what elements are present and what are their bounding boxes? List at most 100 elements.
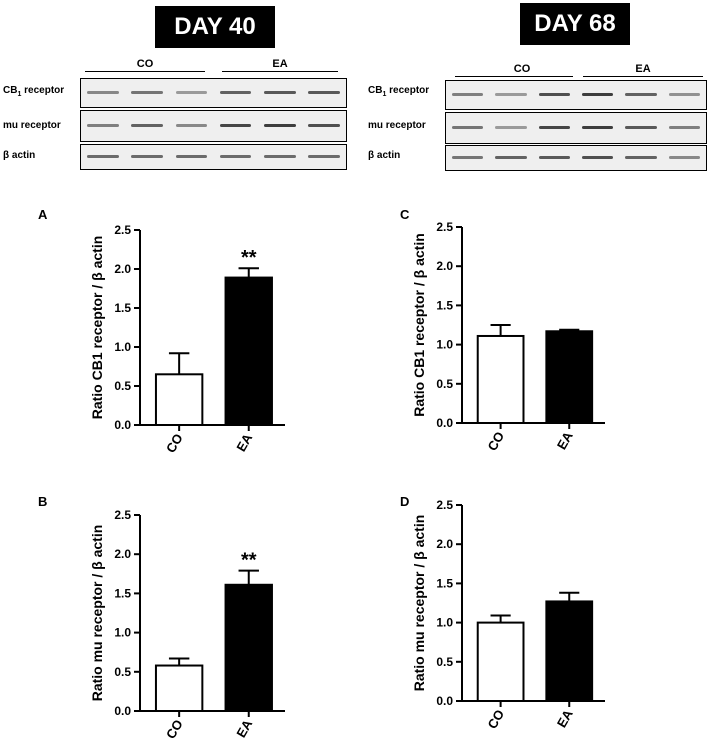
- blot-band: [87, 124, 119, 127]
- blot-band: [219, 124, 252, 127]
- blot-band: [495, 156, 527, 159]
- y-tick-label: 1.0: [114, 626, 131, 640]
- blot-band: [131, 155, 164, 158]
- blot-band: [87, 155, 119, 158]
- blot-row-label-mu: mu receptor: [368, 120, 426, 131]
- blot-band: [582, 126, 614, 129]
- blot-band: [452, 93, 484, 96]
- blot-group-label-co: CO: [136, 58, 154, 70]
- y-axis-label: Ratio mu receptor / β actin: [411, 515, 427, 692]
- blot-band: [625, 126, 657, 129]
- blot-band: [175, 124, 208, 127]
- bar: [545, 600, 594, 703]
- blot-band: [538, 93, 570, 96]
- y-tick-label: 1.0: [436, 616, 453, 630]
- blot-row-label-actin: β actin: [368, 150, 401, 161]
- blot-group-line-co: [85, 71, 205, 72]
- blot-band: [219, 91, 252, 94]
- blot-group-label-ea: EA: [635, 63, 651, 75]
- y-tick-label: 2.0: [114, 547, 131, 561]
- bar: [224, 276, 273, 426]
- blot-band: [219, 155, 252, 158]
- panel-letter-d: D: [400, 494, 410, 509]
- blot-band: [175, 91, 208, 94]
- bar: [154, 664, 204, 713]
- y-axis-label: Ratio mu receptor / β actin: [89, 525, 105, 702]
- blot-band: [668, 126, 700, 129]
- blot-group-line-ea: [583, 76, 703, 77]
- y-tick-label: 1.5: [114, 586, 131, 600]
- x-tick-label: CO: [484, 707, 507, 731]
- blot-lane-actin: [445, 145, 707, 171]
- blot-band: [263, 155, 296, 158]
- blot-band: [263, 124, 296, 127]
- blot-band: [452, 126, 484, 129]
- blot-lane-cb1: [445, 80, 707, 110]
- blot-band: [625, 93, 657, 96]
- blot-group-label-ea: EA: [272, 58, 288, 70]
- bar: [154, 373, 204, 426]
- blot-band: [131, 124, 164, 127]
- blot-band: [308, 91, 340, 94]
- y-tick-label: 2.0: [114, 262, 131, 276]
- blot-group-line-ea: [222, 71, 338, 72]
- y-tick-label: 0.0: [114, 704, 131, 718]
- y-tick-label: 1.0: [114, 340, 131, 354]
- chart-group: 0.0 0.5 1.0 1.5 2.0 2.5 Ratio mu receptor / β …: [89, 508, 285, 741]
- y-tick-label: 2.5: [436, 498, 453, 512]
- y-tick-label: 1.5: [436, 576, 453, 590]
- blot-band: [495, 126, 527, 129]
- day68-title: DAY 68: [520, 3, 630, 45]
- blot-lane-actin: [80, 144, 347, 170]
- blot-band: [87, 91, 119, 94]
- x-tick-label: EA: [554, 706, 576, 730]
- bar: [545, 330, 594, 424]
- blot-band: [582, 93, 614, 96]
- y-tick-label: 1.0: [436, 338, 453, 352]
- day40-title: DAY 40: [155, 6, 275, 48]
- blot-band: [625, 156, 657, 159]
- blot-band: [538, 156, 570, 159]
- y-tick-label: 0.0: [114, 418, 131, 432]
- blot-band: [308, 155, 340, 158]
- chart-group: 0.0 0.5 1.0 1.5 2.0 2.5 Ratio CB1 receptor / β…: [89, 223, 285, 455]
- blot-row-label-cb1: CB1 receptor: [3, 85, 65, 98]
- blot-band: [582, 156, 614, 159]
- panel-letter-c: C: [400, 207, 410, 222]
- chart-group: 0.0 0.5 1.0 1.5 2.0 2.5 Ratio mu receptor / β …: [411, 498, 605, 731]
- blot-band: [308, 124, 340, 127]
- y-tick-label: 0.0: [436, 694, 453, 708]
- blot-lane-mu: [445, 112, 707, 144]
- y-tick-label: 1.5: [436, 298, 453, 312]
- y-tick-label: 2.5: [436, 220, 453, 234]
- bar: [224, 583, 273, 712]
- blot-group-label-co: CO: [513, 63, 531, 75]
- blot-row-label-actin: β actin: [3, 150, 36, 161]
- blot-band: [495, 93, 527, 96]
- bar: [476, 621, 525, 702]
- y-tick-label: 0.5: [114, 379, 131, 393]
- significance-marker: **: [241, 550, 257, 572]
- blot-band: [538, 126, 570, 129]
- y-tick-label: 1.5: [114, 301, 131, 315]
- blot-band: [175, 155, 208, 158]
- blot-row-label-cb1: CB1 receptor: [368, 85, 430, 98]
- y-tick-label: 0.5: [436, 655, 453, 669]
- y-tick-label: 0.5: [436, 377, 453, 391]
- blot-band: [452, 156, 484, 159]
- blot-lane-mu: [80, 110, 347, 142]
- y-axis-label: Ratio CB1 receptor / β actin: [411, 233, 427, 417]
- blot-group-line-co: [455, 76, 573, 77]
- y-tick-label: 2.5: [114, 223, 131, 237]
- significance-marker: **: [241, 247, 257, 269]
- blot-lane-cb1: [80, 78, 347, 108]
- blot-band: [668, 156, 700, 159]
- panel-letter-a: A: [38, 207, 48, 222]
- y-tick-label: 2.0: [436, 259, 453, 273]
- panel-letter-b: B: [38, 494, 48, 509]
- y-tick-label: 2.5: [114, 508, 131, 522]
